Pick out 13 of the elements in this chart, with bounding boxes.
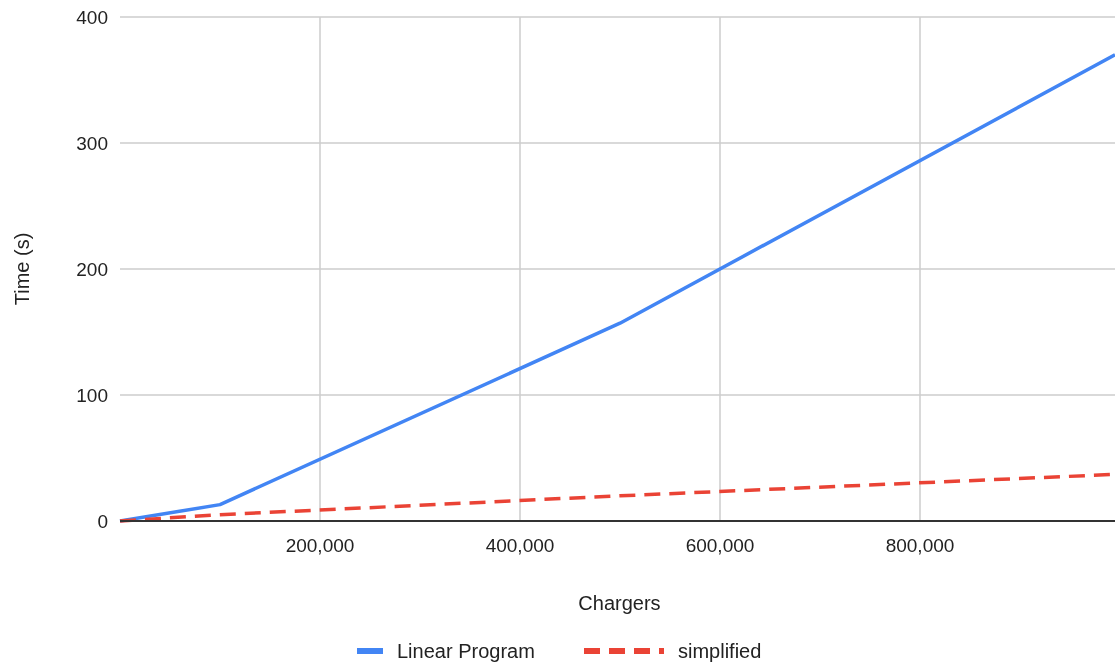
x-tick-label: 400,000	[485, 535, 555, 556]
legend-label: Linear Program	[397, 640, 535, 662]
y-tick-label: 0	[97, 510, 108, 532]
y-axis-title: Time (s)	[11, 232, 33, 306]
y-tick-label: 300	[76, 132, 108, 154]
x-tick-label: 600,000	[685, 535, 755, 556]
x-tick-label: 200,000	[285, 535, 355, 556]
y-tick-label: 100	[76, 384, 108, 406]
legend-label: simplified	[678, 640, 762, 662]
x-tick-label: 800,000	[885, 535, 955, 556]
x-axis-title: Chargers	[578, 592, 661, 614]
y-tick-label: 400	[76, 6, 108, 28]
y-tick-label: 200	[76, 258, 108, 280]
